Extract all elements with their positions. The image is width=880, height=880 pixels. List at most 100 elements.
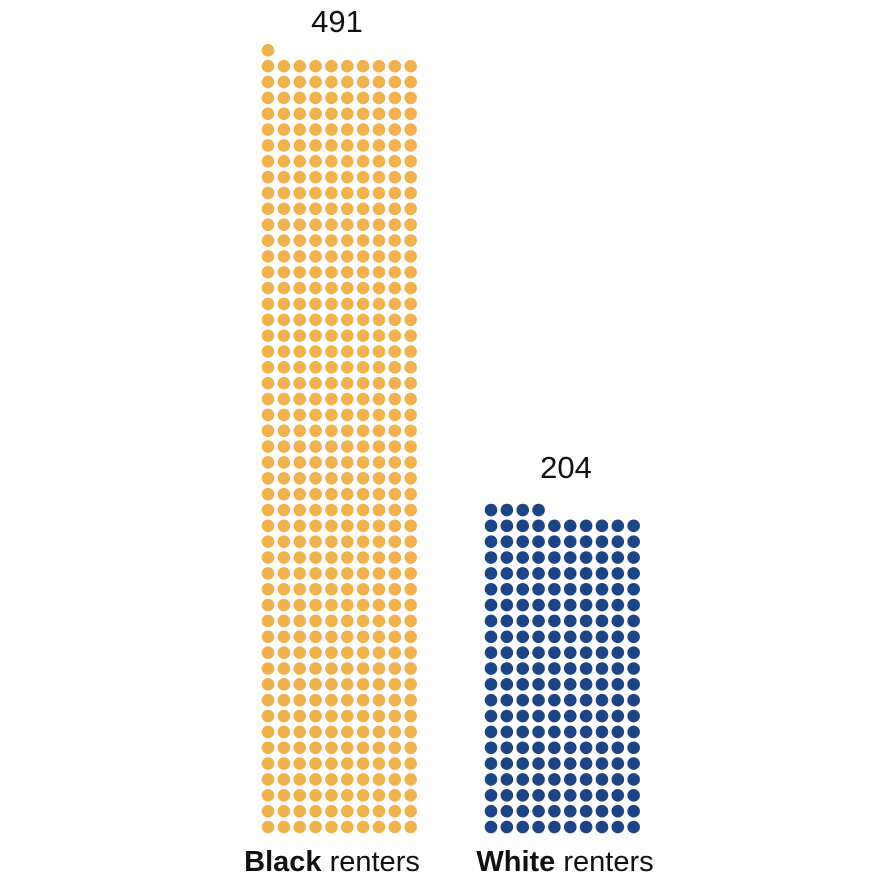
black-renters-dot [372,218,386,231]
black-renters-dot [261,234,275,247]
white-renters-dot [595,820,609,834]
black-renters-dot [325,598,338,612]
white-renters-dot [595,535,609,548]
black-renters-dot [388,265,402,279]
black-renters-dot [293,250,307,263]
black-renters-dot [309,472,322,485]
black-renters-dot [277,202,291,216]
white-renters-dot-column [484,503,640,834]
white-renters-dot [516,646,529,659]
black-renters-dot [293,773,307,786]
black-renters-dot [277,789,291,802]
white-renters-dot [484,551,498,564]
white-renters-dot [595,551,609,564]
black-renters-dot [309,820,322,834]
white-renters-dot [611,773,625,786]
black-renters-dot [293,392,307,406]
white-renters-dot [611,709,625,723]
black-renters-dot [277,535,291,548]
black-renters-dot [388,345,402,358]
black-renters-dot [309,804,322,818]
white-renters-dot [516,567,529,580]
black-renters-dot [293,472,307,485]
black-renters-dot [277,487,291,501]
black-renters-dot [372,59,386,73]
white-renters-dot [579,614,593,628]
white-renters-dot [627,725,640,739]
black-renters-dot [388,503,402,517]
white-renters-dot [627,662,640,675]
black-renters-dot [309,614,322,628]
white-renters-dot [563,678,577,691]
black-renters-dot [277,440,291,453]
black-renters-dot [293,59,307,73]
black-renters-dot [372,709,386,723]
black-renters-dot [277,234,291,247]
black-renters-dot [340,392,354,406]
white-renters-dot [579,567,593,580]
white-renters-dot [579,598,593,612]
black-renters-dot [356,472,370,485]
black-renters-dot [325,250,338,263]
black-renters-dot [325,297,338,311]
black-renters-dot [277,725,291,739]
black-renters-dot [277,678,291,691]
black-renters-dot [293,170,307,184]
black-renters-dot [309,297,322,311]
black-renters-dot [388,281,402,295]
black-renters-dot [388,170,402,184]
white-renters-dot [500,678,514,691]
black-renters-dot [261,693,275,707]
black-renters-dot [261,392,275,406]
black-renters-dot [277,329,291,342]
black-renters-dot [372,535,386,548]
black-renters-dot [261,424,275,438]
black-renters-dot [325,503,338,517]
white-renters-dot [627,789,640,802]
black-renters-dot [325,107,338,121]
white-renters-dot [532,709,545,723]
white-renters-dot [595,567,609,580]
white-renters-dot [548,709,561,723]
black-renters-dot [356,424,370,438]
black-renters-dot [404,709,417,723]
black-renters-dot [372,789,386,802]
black-renters-dot [340,567,354,580]
white-renters-dot [611,630,625,644]
black-renters-dot [261,773,275,786]
black-renters-dot [372,456,386,469]
black-renters-dot [261,265,275,279]
black-renters-dot [340,218,354,231]
category-label-rest: renters [322,846,420,878]
white-renters-dot [595,614,609,628]
black-renters-dot [293,519,307,533]
black-renters-dot [404,630,417,644]
white-renters-dot [500,503,514,517]
black-renters-dot [356,139,370,152]
black-renters-dot [261,281,275,295]
white-renters-dot [532,535,545,548]
black-renters-dot [404,487,417,501]
black-renters-dot [404,820,417,834]
black-renters-dot [388,376,402,390]
black-renters-dot [277,59,291,73]
white-renters-dot [500,582,514,596]
black-renters-dot [309,313,322,327]
black-renters-dot [372,265,386,279]
black-renters-dot [325,725,338,739]
black-renters-dot [261,75,275,89]
black-renters-dot [388,551,402,564]
white-renters-dot [627,693,640,707]
black-renters-dot [325,757,338,770]
black-renters-dot [309,741,322,755]
white-renters-dot [627,598,640,612]
white-renters-dot [532,567,545,580]
black-renters-dot [388,139,402,152]
black-renters-dot [340,456,354,469]
black-renters-dot [277,757,291,770]
black-renters-dot [309,265,322,279]
black-renters-dot [404,75,417,89]
black-renters-dot [404,456,417,469]
white-renters-dot [532,725,545,739]
black-renters-dot [372,503,386,517]
